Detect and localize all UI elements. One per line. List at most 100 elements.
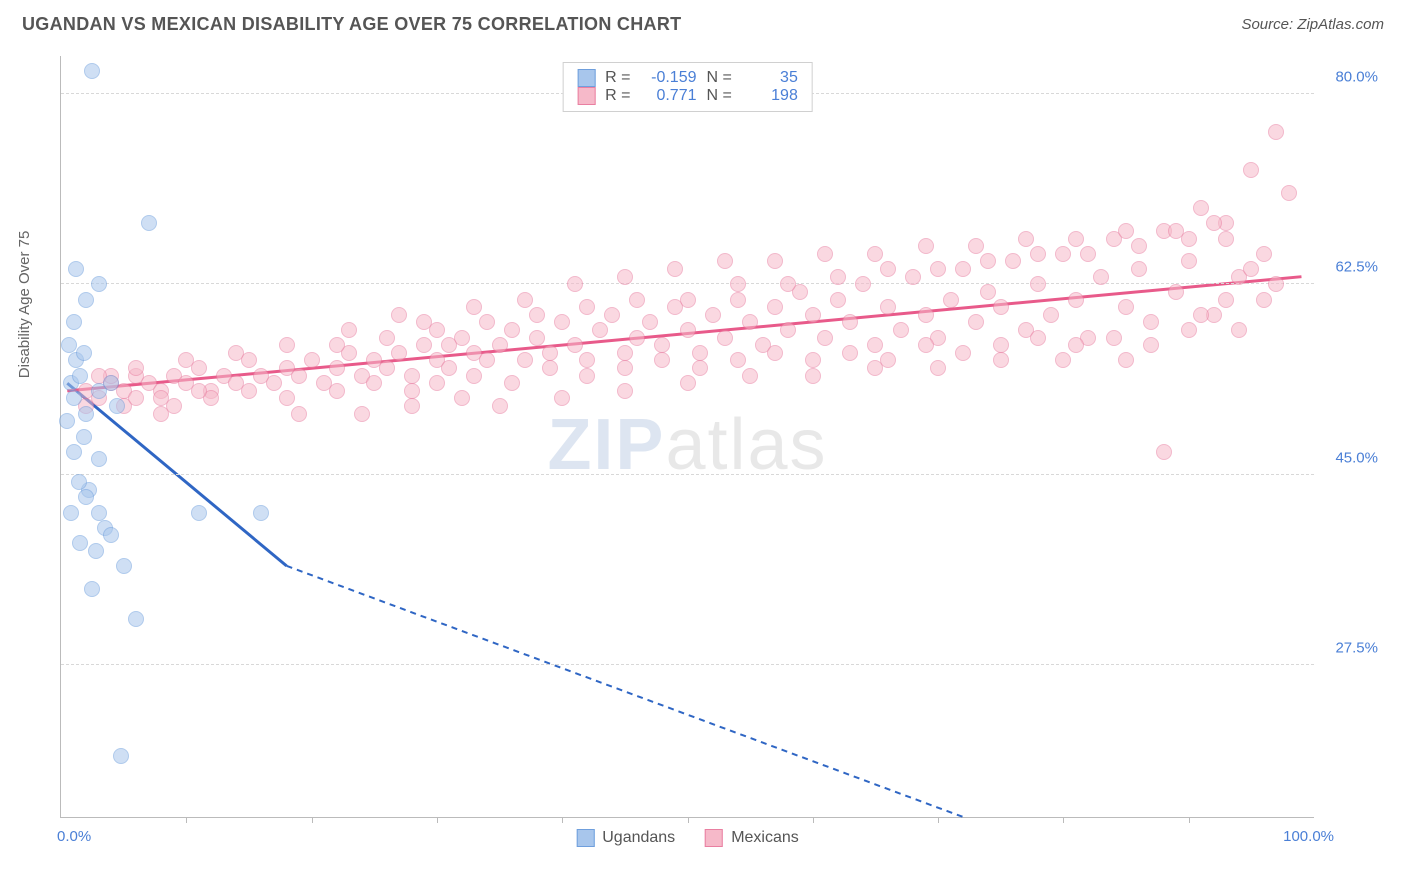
correlation-legend: R = -0.159 N = 35 R = 0.771 N = 198 bbox=[562, 62, 813, 112]
data-point-mexicans bbox=[680, 292, 696, 308]
data-point-mexicans bbox=[304, 352, 320, 368]
legend-row-mexicans: R = 0.771 N = 198 bbox=[577, 87, 798, 105]
data-point-mexicans bbox=[1231, 322, 1247, 338]
data-point-ugandans bbox=[76, 429, 92, 445]
x-tick bbox=[186, 817, 187, 823]
data-point-ugandans bbox=[59, 413, 75, 429]
data-point-mexicans bbox=[955, 345, 971, 361]
data-point-mexicans bbox=[993, 299, 1009, 315]
data-point-mexicans bbox=[1268, 276, 1284, 292]
gridline bbox=[61, 474, 1314, 475]
data-point-ugandans bbox=[72, 368, 88, 384]
data-point-mexicans bbox=[329, 383, 345, 399]
data-point-mexicans bbox=[454, 390, 470, 406]
data-point-mexicans bbox=[579, 352, 595, 368]
data-point-mexicans bbox=[730, 352, 746, 368]
data-point-mexicans bbox=[1118, 223, 1134, 239]
data-point-mexicans bbox=[391, 345, 407, 361]
data-point-mexicans bbox=[680, 375, 696, 391]
data-point-mexicans bbox=[1055, 246, 1071, 262]
data-point-mexicans bbox=[504, 322, 520, 338]
data-point-mexicans bbox=[1043, 307, 1059, 323]
data-point-mexicans bbox=[880, 261, 896, 277]
data-point-mexicans bbox=[1243, 261, 1259, 277]
data-point-ugandans bbox=[91, 451, 107, 467]
series-legend: Ugandans Mexicans bbox=[576, 829, 799, 847]
data-point-mexicans bbox=[504, 375, 520, 391]
x-tick bbox=[312, 817, 313, 823]
data-point-mexicans bbox=[830, 269, 846, 285]
n-label: N = bbox=[707, 87, 732, 105]
data-point-mexicans bbox=[554, 314, 570, 330]
data-point-mexicans bbox=[492, 398, 508, 414]
data-point-mexicans bbox=[918, 307, 934, 323]
data-point-mexicans bbox=[416, 314, 432, 330]
data-point-mexicans bbox=[1118, 352, 1134, 368]
source-label: Source: ZipAtlas.com bbox=[1241, 16, 1384, 33]
data-point-mexicans bbox=[266, 375, 282, 391]
data-point-mexicans bbox=[1068, 292, 1084, 308]
data-point-mexicans bbox=[379, 330, 395, 346]
data-point-mexicans bbox=[767, 345, 783, 361]
data-point-mexicans bbox=[466, 299, 482, 315]
data-point-mexicans bbox=[404, 383, 420, 399]
data-point-mexicans bbox=[955, 261, 971, 277]
data-point-mexicans bbox=[1018, 231, 1034, 247]
n-value-ugandans: 35 bbox=[742, 69, 798, 87]
data-point-mexicans bbox=[579, 299, 595, 315]
data-point-ugandans bbox=[68, 261, 84, 277]
data-point-mexicans bbox=[479, 314, 495, 330]
data-point-mexicans bbox=[692, 360, 708, 376]
chart-title: UGANDAN VS MEXICAN DISABILITY AGE OVER 7… bbox=[22, 14, 681, 35]
data-point-mexicans bbox=[717, 253, 733, 269]
data-point-mexicans bbox=[567, 337, 583, 353]
x-tick bbox=[688, 817, 689, 823]
data-point-mexicans bbox=[1143, 337, 1159, 353]
data-point-ugandans bbox=[78, 489, 94, 505]
series-label-mexicans: Mexicans bbox=[731, 829, 799, 847]
data-point-mexicans bbox=[1193, 307, 1209, 323]
data-point-ugandans bbox=[116, 558, 132, 574]
data-point-ugandans bbox=[84, 63, 100, 79]
data-point-mexicans bbox=[1068, 337, 1084, 353]
data-point-ugandans bbox=[103, 375, 119, 391]
data-point-mexicans bbox=[642, 314, 658, 330]
data-point-mexicans bbox=[993, 352, 1009, 368]
data-point-mexicans bbox=[529, 307, 545, 323]
data-point-mexicans bbox=[867, 246, 883, 262]
swatch-mexicans bbox=[577, 87, 595, 105]
swatch-ugandans bbox=[576, 829, 594, 847]
chart-container: Disability Age Over 75 ZIPatlas R = -0.1… bbox=[22, 50, 1384, 854]
data-point-mexicans bbox=[993, 337, 1009, 353]
data-point-mexicans bbox=[930, 261, 946, 277]
data-point-mexicans bbox=[705, 307, 721, 323]
data-point-mexicans bbox=[1118, 299, 1134, 315]
data-point-mexicans bbox=[1206, 215, 1222, 231]
data-point-ugandans bbox=[113, 748, 129, 764]
data-point-ugandans bbox=[91, 276, 107, 292]
data-point-mexicans bbox=[529, 330, 545, 346]
r-label: R = bbox=[605, 87, 630, 105]
data-point-mexicans bbox=[767, 253, 783, 269]
data-point-mexicans bbox=[680, 322, 696, 338]
data-point-mexicans bbox=[166, 398, 182, 414]
data-point-mexicans bbox=[517, 292, 533, 308]
y-tick-label: 80.0% bbox=[1335, 69, 1378, 86]
x-tick bbox=[562, 817, 563, 823]
data-point-mexicans bbox=[1193, 200, 1209, 216]
swatch-mexicans bbox=[705, 829, 723, 847]
data-point-mexicans bbox=[279, 390, 295, 406]
data-point-mexicans bbox=[629, 292, 645, 308]
data-point-mexicans bbox=[279, 337, 295, 353]
n-value-mexicans: 198 bbox=[742, 87, 798, 105]
n-label: N = bbox=[707, 69, 732, 87]
data-point-ugandans bbox=[71, 474, 87, 490]
data-point-mexicans bbox=[329, 360, 345, 376]
data-point-mexicans bbox=[228, 345, 244, 361]
data-point-ugandans bbox=[72, 535, 88, 551]
x-tick bbox=[813, 817, 814, 823]
data-point-mexicans bbox=[730, 292, 746, 308]
data-point-ugandans bbox=[91, 505, 107, 521]
data-point-mexicans bbox=[567, 276, 583, 292]
data-point-mexicans bbox=[1218, 292, 1234, 308]
